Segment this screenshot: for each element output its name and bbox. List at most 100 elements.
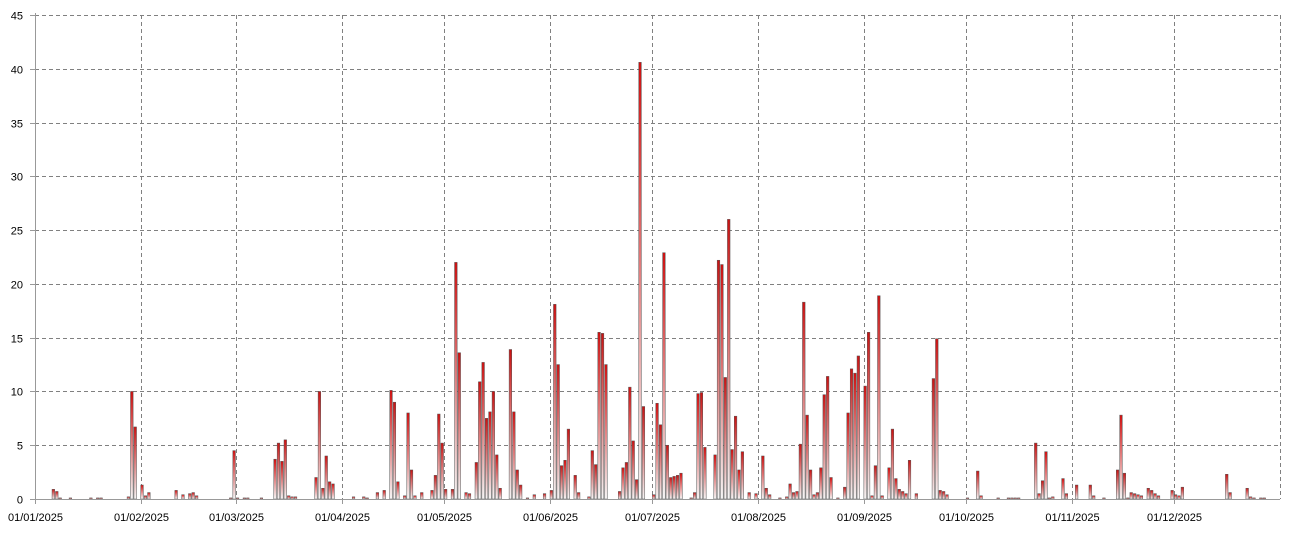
bar: [1139, 495, 1144, 500]
bar: [1037, 493, 1041, 500]
bar: [826, 376, 830, 500]
x-tick-label: 01/01/2025: [8, 512, 63, 524]
y-tick-label: 10: [11, 387, 23, 399]
bar: [191, 492, 195, 500]
bar: [236, 497, 240, 500]
bar: [287, 495, 291, 500]
x-axis-tick-labels: 01/01/2025 01/02/2025 01/03/2025 01/04/2025…: [8, 512, 1202, 524]
bar: [935, 338, 939, 500]
bar: [843, 486, 847, 500]
bar: [1092, 495, 1096, 500]
bar: [976, 470, 980, 500]
bar: [143, 495, 148, 500]
bar: [556, 364, 560, 500]
bar: [1177, 495, 1181, 500]
bar: [474, 462, 478, 500]
bar: [696, 393, 700, 500]
bar: [577, 492, 581, 500]
bar: [853, 372, 857, 500]
bar: [515, 469, 519, 500]
y-axis-tick-labels: 0 5 10 15 20 25 30 35 40 45: [11, 11, 23, 507]
bar: [1102, 497, 1106, 500]
bar: [273, 458, 277, 500]
bar: [409, 469, 414, 500]
y-tick-label: 45: [11, 11, 23, 23]
bar: [689, 497, 693, 500]
bar: [389, 390, 393, 500]
bar: [863, 385, 867, 500]
bar: [1126, 497, 1130, 500]
bar: [901, 491, 905, 500]
axes: [30, 13, 1280, 504]
bar: [464, 492, 468, 500]
bar: [638, 62, 642, 500]
bar: [1034, 442, 1038, 500]
bar: [433, 475, 437, 500]
bar: [246, 497, 250, 500]
bar: [945, 494, 949, 500]
bar: [1249, 496, 1253, 500]
bar: [1119, 414, 1123, 500]
bar: [1075, 484, 1079, 500]
bar: [618, 491, 622, 500]
bar: [365, 497, 369, 500]
bar: [996, 497, 1000, 500]
x-tick-label: 01/02/2025: [114, 512, 169, 524]
bar: [897, 489, 901, 500]
bar: [259, 497, 263, 500]
bar: [478, 381, 482, 500]
bar: [403, 495, 407, 500]
bar: [829, 477, 833, 500]
bar: [485, 418, 489, 500]
bar: [495, 454, 499, 500]
bar: [290, 496, 294, 500]
bar: [181, 494, 185, 500]
bar: [819, 467, 823, 500]
bar: [232, 450, 236, 500]
bar: [498, 487, 502, 500]
bar: [894, 478, 898, 500]
bar: [597, 332, 601, 500]
bar: [68, 497, 72, 500]
bar: [1013, 497, 1017, 500]
y-tick-label: 25: [11, 226, 23, 238]
bar: [754, 493, 758, 500]
bar: [188, 493, 192, 500]
bar: [560, 465, 564, 500]
bar: [147, 492, 151, 500]
bar: [795, 491, 799, 500]
bar: [802, 301, 806, 500]
bar: [195, 495, 199, 500]
bar: [713, 454, 717, 500]
bar: [720, 264, 724, 500]
bar: [904, 493, 908, 500]
bar: [856, 355, 860, 500]
bar: [621, 467, 625, 500]
bar: [1262, 497, 1266, 500]
bar: [553, 304, 557, 500]
bar: [242, 497, 246, 500]
bar: [942, 491, 946, 500]
bar: [1146, 487, 1150, 500]
x-tick-label: 01/08/2025: [731, 512, 786, 524]
x-tick-label: 01/11/2025: [1045, 512, 1099, 524]
bar: [382, 490, 386, 500]
bar: [699, 392, 704, 500]
bar: [512, 411, 516, 500]
bar: [873, 465, 877, 500]
bar: [276, 442, 281, 500]
bar: [126, 496, 130, 500]
bar-series: [51, 62, 1266, 500]
bar: [768, 494, 772, 500]
bar: [1156, 495, 1161, 500]
bar: [761, 455, 765, 500]
bar: [703, 447, 707, 500]
bar: [420, 492, 424, 500]
bar: [1064, 493, 1068, 500]
bar: [1174, 494, 1178, 500]
bar: [836, 497, 840, 500]
bar: [563, 460, 567, 500]
bar: [280, 461, 284, 500]
bar: [174, 490, 178, 500]
bar: [89, 497, 93, 500]
